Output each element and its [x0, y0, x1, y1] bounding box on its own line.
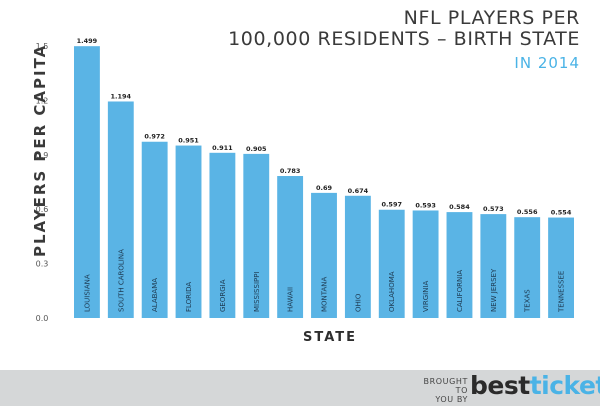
category-label: ALABAMA [151, 278, 159, 312]
logo-tickets-text: tickets [529, 371, 600, 400]
y-tick-label: 0.6 [36, 205, 49, 214]
bar [548, 217, 574, 318]
bar [175, 145, 202, 318]
category-label: MONTANA [321, 276, 329, 312]
bar-value-label: 1.194 [111, 92, 132, 100]
bar [514, 217, 541, 318]
y-tick-label: 1.5 [36, 42, 49, 51]
bar [107, 101, 134, 318]
y-tick-label: 1.2 [36, 96, 49, 105]
bar [480, 214, 507, 318]
category-label: LOUISIANA [83, 274, 91, 312]
category-label: TEXAS [524, 289, 532, 313]
category-label: OHIO [354, 293, 362, 312]
category-label: HAWAII [287, 287, 295, 312]
chart-subtitle: IN 2014 [514, 54, 580, 72]
x-axis-label: STATE [302, 330, 358, 345]
bar-value-label: 0.556 [517, 208, 538, 216]
category-label: SOUTH CAROLINA [117, 249, 125, 312]
bar-value-label: 0.593 [415, 201, 436, 209]
chart-title-line-2: 100,000 RESIDENTS – BIRTH STATE [228, 28, 580, 50]
bar-value-label: 0.674 [348, 187, 369, 195]
bar-value-label: 0.911 [212, 144, 233, 152]
y-tick-label: 0.3 [36, 260, 49, 269]
bar [277, 176, 304, 318]
category-label: NEW JERSEY [490, 268, 498, 312]
chart-title-block: NFL PLAYERS PER 100,000 RESIDENTS – BIRT… [228, 8, 580, 74]
bar [344, 195, 371, 318]
bar [209, 152, 236, 318]
bar-chart: 0.0 0.3 0.6 0.9 1.2 1.5 1.499 LOUISIANA 1.194 SOU… [36, 37, 574, 323]
bar [243, 153, 270, 318]
category-label: CALIFORNIA [456, 270, 464, 312]
bar [378, 209, 405, 318]
footer-bar: BROUGHT TO YOU BY besttickets [0, 370, 600, 406]
besttickets-logo[interactable]: besttickets [470, 371, 600, 400]
logo-best-text: best [470, 371, 530, 400]
chart-title-line-1: NFL PLAYERS PER [403, 7, 580, 29]
brought-line-1: BROUGHT TO [423, 377, 468, 395]
bar [311, 192, 337, 318]
category-label: MISSISSIPPI [253, 271, 261, 312]
bar-value-label: 0.783 [280, 167, 301, 175]
bar-value-label: 0.69 [316, 184, 333, 192]
y-tick-label: 0.0 [36, 314, 49, 323]
category-label: FLORIDA [185, 282, 193, 312]
category-label: TENNESSEE [558, 271, 566, 313]
y-axis-label: PLAYERS PER CAPITA [31, 43, 49, 257]
bar [446, 212, 473, 318]
bar [412, 210, 439, 318]
bar [74, 46, 100, 318]
category-label: VIRGINIA [422, 280, 430, 312]
category-label: OKLAHOMA [388, 271, 396, 312]
bar-value-label: 0.573 [483, 205, 504, 213]
bar-value-label: 0.972 [144, 133, 165, 141]
brought-to-you-text: BROUGHT TO YOU BY [408, 377, 468, 404]
bar-value-label: 0.584 [449, 203, 470, 211]
bar-value-label: 0.554 [551, 209, 572, 217]
bar-value-label: 0.597 [381, 201, 402, 209]
bar [141, 141, 168, 318]
brought-line-2: YOU BY [435, 395, 468, 404]
bar-value-label: 0.905 [246, 145, 267, 153]
category-label: GEORGIA [219, 279, 227, 312]
y-tick-label: 0.9 [36, 151, 49, 160]
bar-value-label: 0.951 [178, 137, 199, 145]
bar-value-label: 1.499 [77, 37, 98, 45]
